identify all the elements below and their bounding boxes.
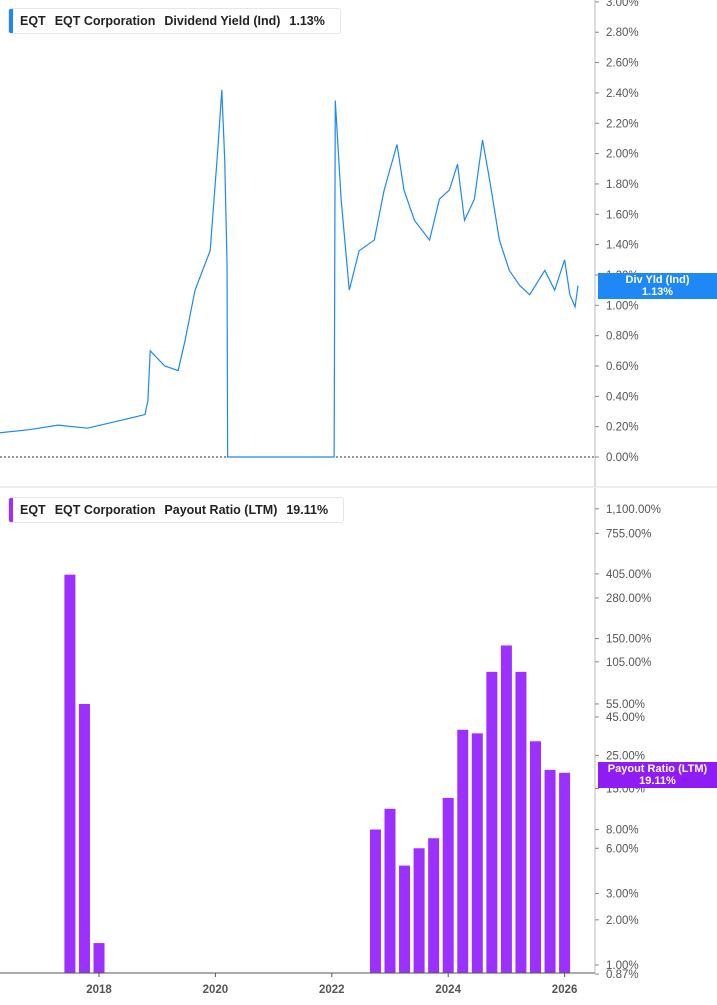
y-tick-label: 405.00% bbox=[606, 569, 651, 581]
y-tick-label: 0.60% bbox=[606, 361, 639, 373]
x-tick-label: 2024 bbox=[435, 984, 461, 996]
payout-bar bbox=[442, 797, 454, 973]
last-value-tag-dividend-yield: Div Yld (Ind) 1.13% bbox=[598, 273, 717, 299]
payout-bar bbox=[64, 574, 76, 973]
payout-bar bbox=[471, 733, 483, 973]
y-tick-label: 55.00% bbox=[606, 699, 645, 711]
tag-label: Payout Ratio (LTM) bbox=[607, 763, 708, 775]
tag-value: 1.13% bbox=[641, 286, 674, 298]
y-tick-label: 0.40% bbox=[606, 391, 639, 403]
tag-label: Div Yld (Ind) bbox=[625, 274, 690, 286]
y-tick-label: 2.20% bbox=[606, 118, 639, 130]
last-value-tag-payout-ratio: Payout Ratio (LTM) 19.11% bbox=[598, 762, 717, 788]
payout-bar bbox=[530, 741, 541, 973]
payout-bar bbox=[413, 848, 425, 973]
payout-bar bbox=[486, 671, 498, 973]
series-color-marker bbox=[9, 498, 13, 522]
legend-metric: Dividend Yield (Ind) bbox=[164, 14, 281, 28]
y-tick-label: 0.20% bbox=[606, 422, 639, 434]
y-tick-label: 2.00% bbox=[606, 149, 639, 161]
y-tick-label: 1.00% bbox=[606, 960, 639, 972]
y-tick-label: 2.80% bbox=[606, 27, 639, 39]
y-tick-label: 1.80% bbox=[606, 179, 639, 191]
y-tick-label: 150.00% bbox=[606, 634, 651, 646]
payout-bar bbox=[457, 729, 469, 973]
payout-bar bbox=[78, 703, 90, 973]
y-tick-label: 3.00% bbox=[606, 888, 639, 900]
y-tick-label: 2.60% bbox=[606, 58, 639, 70]
legend-payout-ratio[interactable]: EQT EQT Corporation Payout Ratio (LTM) 1… bbox=[8, 497, 345, 523]
x-tick-label: 2018 bbox=[86, 984, 112, 996]
payout-bar bbox=[384, 808, 396, 973]
y-tick-label: 0.00% bbox=[606, 452, 639, 464]
y-tick-label: 0.80% bbox=[606, 331, 639, 343]
legend-value: 1.13% bbox=[289, 14, 325, 28]
y-tick-label: 45.00% bbox=[606, 712, 645, 724]
y-tick-label: 2.00% bbox=[606, 915, 639, 927]
y-tick-label: 105.00% bbox=[606, 657, 651, 669]
legend-dividend-yield[interactable]: EQT EQT Corporation Dividend Yield (Ind)… bbox=[8, 8, 341, 34]
y-tick-label: 3.00% bbox=[606, 0, 639, 9]
legend-company: EQT Corporation bbox=[54, 14, 156, 28]
x-tick-label: 2022 bbox=[319, 984, 345, 996]
y-tick-label: 25.00% bbox=[606, 750, 645, 762]
y-tick-label: 1.00% bbox=[606, 300, 639, 312]
y-tick-label: 280.00% bbox=[606, 593, 651, 605]
legend-value: 19.11% bbox=[286, 503, 329, 517]
x-tick-label: 2020 bbox=[203, 984, 229, 996]
payout-bar bbox=[515, 671, 527, 973]
payout-bar bbox=[544, 769, 556, 973]
payout-bar bbox=[500, 645, 512, 973]
y-tick-label: 1.40% bbox=[606, 240, 639, 252]
dividend-yield-line bbox=[0, 89, 579, 458]
tag-value: 19.11% bbox=[639, 775, 676, 787]
payout-bar bbox=[93, 943, 105, 973]
y-tick-label: 0.87% bbox=[606, 969, 639, 981]
legend-metric: Payout Ratio (LTM) bbox=[164, 503, 278, 517]
series-color-marker bbox=[9, 9, 13, 33]
y-tick-label: 1,100.00% bbox=[606, 504, 661, 516]
payout-bar bbox=[559, 772, 571, 973]
y-tick-label: 6.00% bbox=[606, 843, 639, 855]
x-tick-label: 2026 bbox=[552, 984, 578, 996]
legend-ticker: EQT bbox=[20, 503, 46, 517]
payout-bar bbox=[399, 865, 411, 973]
legend-ticker: EQT bbox=[20, 14, 46, 28]
payout-bar bbox=[369, 829, 381, 973]
y-tick-label: 2.40% bbox=[606, 88, 639, 100]
legend-company: EQT Corporation bbox=[54, 503, 156, 517]
payout-bar bbox=[428, 838, 440, 973]
y-tick-label: 8.00% bbox=[606, 825, 639, 837]
y-tick-label: 755.00% bbox=[606, 528, 651, 540]
y-tick-label: 1.60% bbox=[606, 209, 639, 221]
